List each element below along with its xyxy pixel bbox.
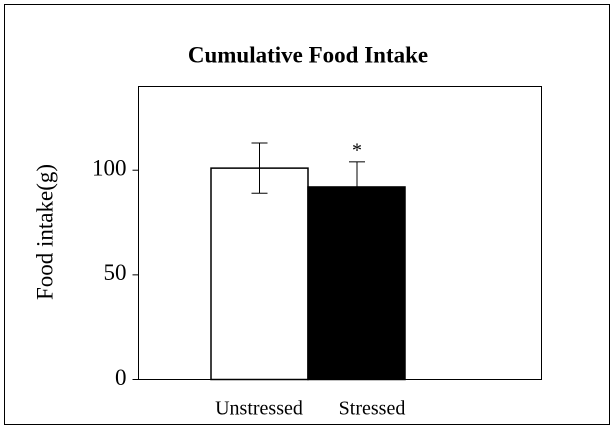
bar (210, 167, 309, 381)
y-axis-label: Food intake(g) (32, 164, 57, 300)
y-tick-label: 0 (115, 365, 127, 390)
annotation: * (352, 139, 362, 161)
x-tick-label: Unstressed (215, 398, 303, 420)
y-tick-label: 100 (92, 155, 127, 180)
y-tick-label: 50 (104, 260, 127, 285)
chart-title: Cumulative Food Intake (188, 42, 428, 67)
bar (307, 186, 406, 381)
x-tick-label: Stressed (339, 398, 406, 420)
